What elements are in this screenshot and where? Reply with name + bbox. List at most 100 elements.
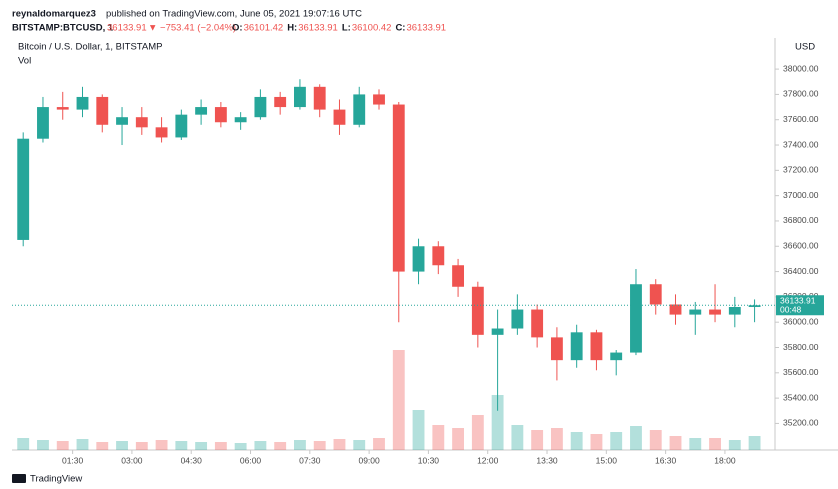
candle-body — [669, 304, 682, 315]
x-tick-label: 13:30 — [536, 455, 558, 465]
candle-body — [155, 127, 168, 138]
candle-body — [649, 284, 662, 305]
candle-body — [630, 284, 642, 353]
x-tick-label: 12:00 — [477, 455, 499, 465]
last-price: 36133.91 — [107, 23, 147, 34]
x-tick-label: 01:30 — [62, 455, 84, 465]
candle-body — [214, 107, 227, 123]
volume-bar — [531, 430, 544, 450]
volume-bar — [610, 432, 623, 450]
candle-body — [254, 96, 267, 118]
volume-bar — [135, 442, 148, 450]
x-tick-label: 09:00 — [358, 455, 380, 465]
published: published on TradingView.com, June 05, 2… — [106, 9, 362, 20]
currency: USD — [795, 42, 815, 53]
candle-body — [274, 96, 287, 108]
volume-bar — [294, 440, 306, 450]
volume-bar — [274, 442, 287, 450]
candle-body — [590, 332, 603, 361]
candle-body — [116, 117, 128, 125]
x-tick-label: 18:00 — [714, 455, 736, 465]
volume-bar — [748, 436, 761, 450]
y-tick-label: 35600.00 — [783, 367, 819, 377]
volume-bar — [333, 439, 346, 450]
volume-bar — [392, 350, 405, 450]
volume-bar — [195, 442, 208, 450]
volume-bar — [412, 410, 425, 450]
volume-bar — [669, 436, 682, 450]
candle-body — [432, 246, 445, 266]
candle-body — [96, 96, 109, 125]
y-tick-label: 37200.00 — [783, 165, 819, 175]
y-tick-label: 37600.00 — [783, 114, 819, 124]
candle-body — [37, 107, 49, 139]
volume-bar — [689, 438, 702, 450]
volume-bar — [116, 441, 128, 450]
candle-body — [570, 332, 583, 361]
candle-body — [294, 86, 306, 108]
volume-bar — [491, 395, 504, 450]
ohlc-label: L: — [342, 23, 351, 34]
volume-bar — [353, 440, 366, 450]
candle-body — [392, 104, 405, 272]
volume-bar — [96, 442, 109, 450]
y-tick-label: 36800.00 — [783, 215, 819, 225]
candle-body — [195, 107, 208, 115]
candle-body — [313, 86, 326, 110]
volume-bar — [570, 432, 583, 450]
candle-body — [333, 109, 346, 125]
candle-body — [709, 309, 721, 315]
y-tick-label: 36000.00 — [783, 316, 819, 326]
candle-body — [531, 309, 544, 338]
candle-body — [17, 138, 30, 240]
candle-body — [135, 117, 148, 128]
candle-body — [610, 352, 623, 361]
y-tick-label: 35400.00 — [783, 392, 819, 402]
candle-body — [56, 107, 69, 110]
y-tick-label: 36400.00 — [783, 266, 819, 276]
price-tag — [776, 295, 824, 316]
candle-body — [175, 114, 188, 138]
volume-bar — [234, 443, 247, 450]
candle-body — [373, 94, 385, 105]
ohlc-value: 36133.91 — [406, 23, 446, 34]
candle-body — [491, 328, 504, 335]
chart-title: Bitcoin / U.S. Dollar, 1, BITSTAMP — [18, 42, 162, 53]
y-tick-label: 36600.00 — [783, 241, 819, 251]
volume-bar — [630, 426, 642, 450]
y-tick-label: 38000.00 — [783, 63, 819, 73]
volume-bar — [155, 440, 168, 450]
y-tick-label: 37400.00 — [783, 139, 819, 149]
candle-body — [234, 117, 247, 123]
ohlc-label: H: — [287, 23, 297, 34]
x-tick-label: 07:30 — [299, 455, 321, 465]
x-tick-label: 15:00 — [596, 455, 618, 465]
volume-bar — [649, 430, 662, 450]
y-tick-label: 35800.00 — [783, 342, 819, 352]
volume-bar — [709, 438, 721, 450]
ohlc-label: O: — [232, 23, 243, 34]
price-tag-value: 36133.91 — [780, 295, 816, 305]
change: ▼ −753.41 (−2.04%) — [148, 23, 236, 34]
candle-body — [353, 94, 366, 125]
volume-bar — [471, 415, 484, 450]
candle-body — [511, 309, 524, 329]
candle-body — [728, 307, 741, 315]
volume-bar — [17, 438, 30, 450]
candle-body — [689, 309, 702, 315]
countdown: 00:48 — [780, 304, 802, 314]
x-tick-label: 04:30 — [181, 455, 203, 465]
volume-bar — [511, 425, 524, 450]
y-tick-label: 35200.00 — [783, 418, 819, 428]
y-tick-label: 37800.00 — [783, 89, 819, 99]
candle-body — [412, 246, 425, 272]
volume-bar — [432, 425, 445, 450]
volume-bar — [313, 441, 326, 450]
volume-bar — [214, 442, 227, 450]
brand: TradingView — [30, 474, 82, 485]
ohlc-value: 36133.91 — [298, 23, 338, 34]
ohlc: O: 36101.42 H: 36133.91 L: 36100.42 C: 36133.91 — [232, 23, 446, 34]
volume-bar — [728, 440, 741, 450]
x-tick-label: 06:00 — [240, 455, 262, 465]
ohlc-value: 36101.42 — [244, 23, 284, 34]
